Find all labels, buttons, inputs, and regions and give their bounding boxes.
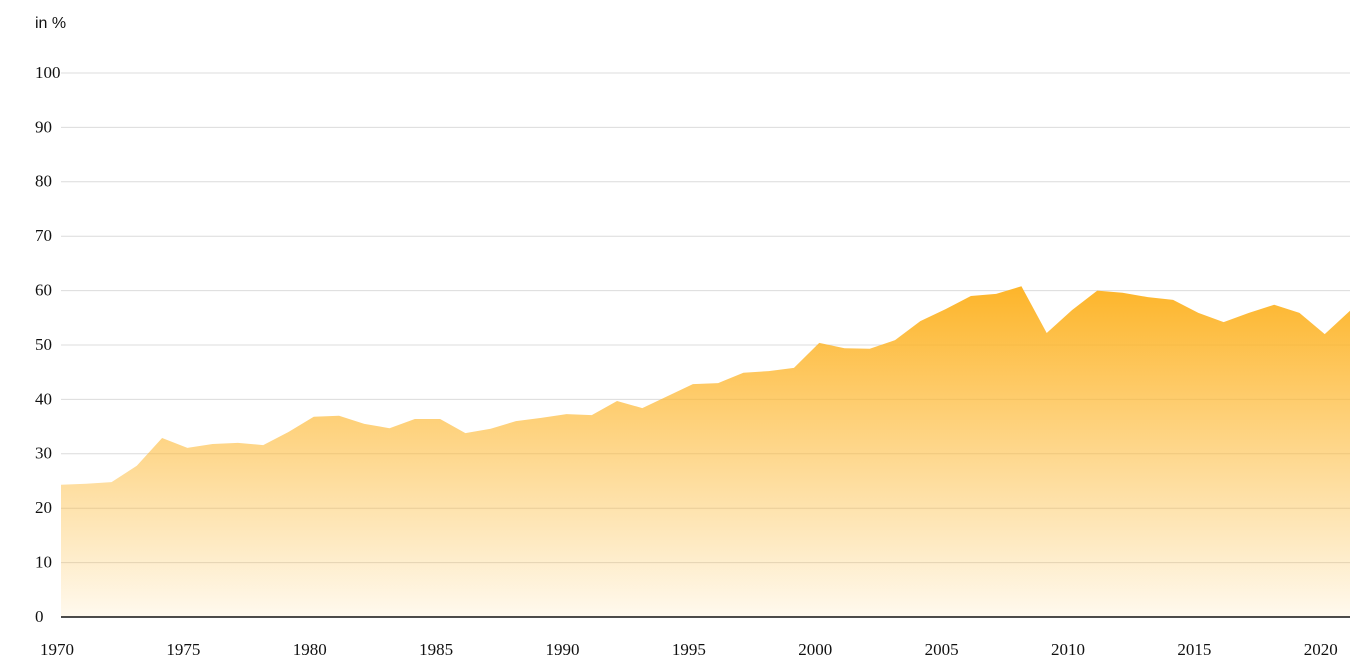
x-tick-label: 1970 [40,640,74,659]
y-tick-label: 60 [35,281,52,300]
y-tick-label: 20 [35,498,52,517]
y-tick-label: 70 [35,226,52,245]
x-tick-label: 1995 [672,640,706,659]
y-tick-label: 80 [35,172,52,191]
x-tick-label: 2010 [1051,640,1085,659]
x-tick-label: 2015 [1177,640,1211,659]
x-tick-label: 2005 [925,640,959,659]
x-tick-label: 1985 [419,640,453,659]
y-tick-label: 10 [35,553,52,572]
area [61,286,1350,617]
x-tick-label: 2020 [1304,640,1338,659]
x-tick-label: 2000 [798,640,832,659]
y-axis-label: in % [35,15,66,32]
y-tick-label: 100 [35,63,61,82]
y-tick-label: 50 [35,335,52,354]
y-tick-label: 40 [35,389,52,408]
y-tick-label: 30 [35,444,52,463]
x-tick-label: 1990 [545,640,579,659]
x-tick-label: 1980 [293,640,327,659]
y-tick-label: 0 [35,607,44,626]
x-tick-label: 1975 [166,640,200,659]
y-tick-label: 90 [35,117,52,136]
